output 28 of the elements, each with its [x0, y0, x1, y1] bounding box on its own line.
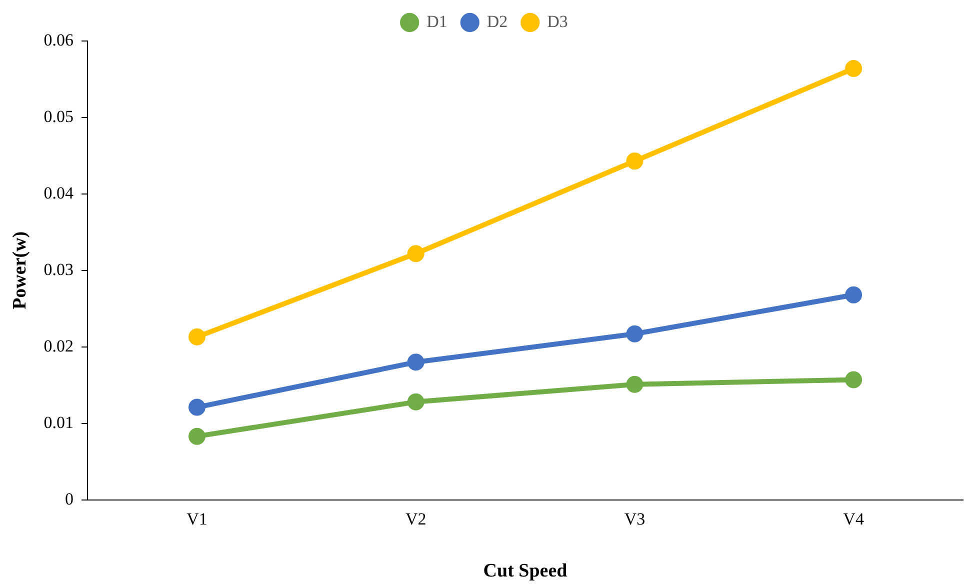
point [626, 376, 644, 393]
point [845, 286, 862, 304]
point [626, 325, 644, 342]
y-tick-label: 0.04 [44, 183, 74, 202]
y-tick-label: 0 [65, 489, 74, 508]
x-tick-label: V1 [186, 509, 208, 528]
y-tick-label: 0.02 [44, 336, 74, 356]
point [188, 398, 206, 416]
point [626, 152, 644, 170]
point [407, 393, 424, 410]
y-tick-label: 0.06 [44, 30, 74, 50]
y-tick-label: 0.05 [44, 106, 74, 126]
legend-label: D2 [486, 12, 508, 31]
point [407, 354, 424, 371]
point [407, 245, 424, 262]
point [188, 428, 206, 445]
point [188, 328, 206, 346]
y-axis-title: Power(w) [9, 231, 30, 310]
point [845, 371, 862, 388]
y-tick-label: 0.03 [44, 260, 74, 279]
legend-label: D3 [547, 12, 568, 31]
x-tick-label: V3 [624, 509, 646, 528]
x-tick-label: V2 [405, 509, 426, 528]
point [845, 60, 862, 78]
y-tick-label: 0.01 [44, 412, 74, 432]
x-axis-title: Cut Speed [483, 560, 568, 582]
legend-label: D1 [426, 12, 448, 31]
x-tick-label: V4 [843, 509, 864, 528]
